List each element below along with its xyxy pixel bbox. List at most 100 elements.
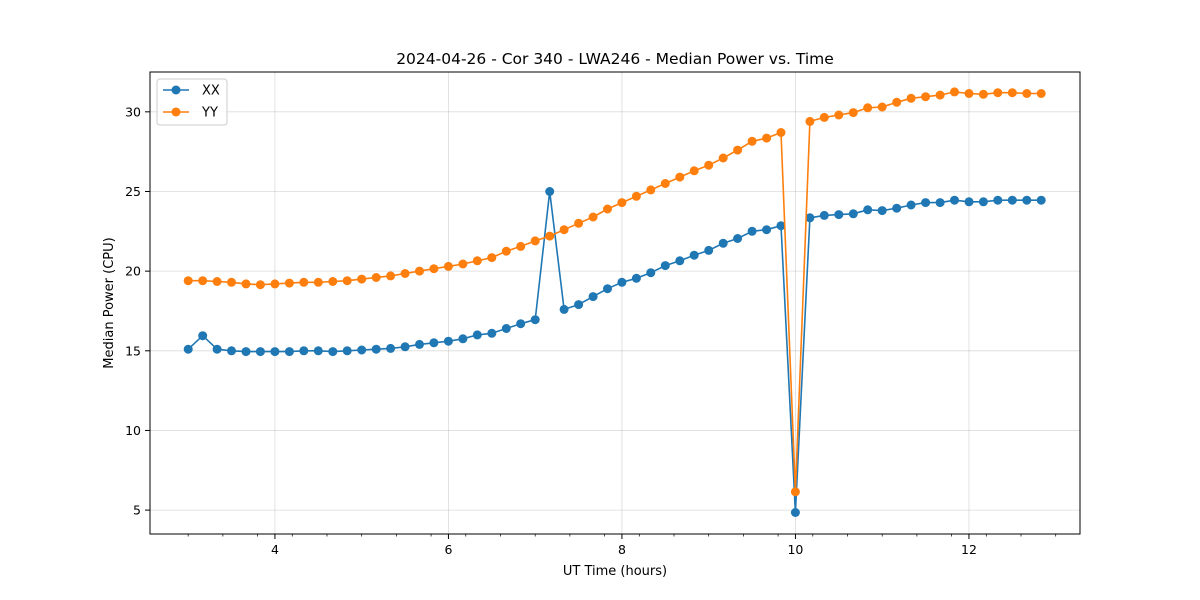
data-point-yy	[805, 116, 815, 126]
data-point-yy	[516, 241, 526, 251]
x-tick-label: 8	[618, 542, 626, 557]
data-point-xx	[487, 328, 497, 338]
data-point-yy	[631, 191, 641, 201]
x-axis-label: UT Time (hours)	[563, 564, 667, 579]
data-point-xx	[588, 292, 598, 302]
plot-frame	[149, 71, 1081, 535]
data-point-yy	[863, 103, 873, 113]
data-point-yy	[848, 108, 858, 118]
data-point-yy	[993, 88, 1003, 98]
legend-item-yy: YY	[163, 106, 218, 121]
y-tick-label: 25	[125, 184, 141, 199]
data-point-xx	[718, 238, 728, 248]
x-tick-label: 6	[444, 542, 452, 557]
data-point-xx	[964, 197, 974, 207]
data-point-xx	[501, 324, 511, 333]
data-point-yy	[935, 90, 945, 100]
data-point-xx	[762, 225, 772, 235]
y-axis-label: Median Power (CPU)	[102, 237, 117, 368]
data-point-xx	[415, 339, 424, 349]
data-point-xx	[1022, 195, 1032, 205]
data-point-xx	[819, 210, 829, 220]
data-point-xx	[357, 345, 367, 355]
data-point-xx	[805, 213, 815, 223]
data-point-xx	[458, 334, 468, 344]
data-point-xx	[443, 336, 453, 346]
y-tick-label: 20	[125, 264, 141, 279]
data-point-yy	[429, 264, 439, 274]
series-xx	[183, 187, 1046, 517]
series-yy	[183, 87, 1046, 497]
data-point-yy	[371, 273, 381, 282]
data-point-yy	[183, 276, 193, 286]
data-point-xx	[212, 344, 222, 354]
data-point-yy	[545, 231, 555, 241]
data-point-yy	[530, 236, 540, 246]
data-point-yy	[718, 153, 728, 163]
data-point-xx	[848, 209, 858, 219]
data-point-yy	[443, 261, 453, 271]
legend-marker	[171, 107, 181, 117]
data-point-yy	[487, 253, 497, 263]
data-point-yy	[776, 128, 786, 137]
data-point-xx	[906, 200, 916, 210]
legend-label: XX	[202, 84, 220, 99]
data-point-yy	[762, 133, 772, 143]
data-point-yy	[921, 92, 931, 102]
data-point-xx	[241, 347, 251, 357]
data-point-xx	[299, 346, 309, 356]
data-point-xx	[993, 195, 1003, 205]
data-point-xx	[863, 205, 873, 215]
data-point-xx	[1007, 195, 1017, 205]
data-point-yy	[877, 102, 887, 112]
data-point-yy	[588, 212, 598, 222]
y-tick-label: 15	[125, 343, 141, 358]
data-point-yy	[472, 256, 482, 266]
y-tick-label: 5	[133, 503, 141, 518]
data-point-yy	[386, 271, 396, 281]
data-point-yy	[978, 89, 988, 99]
data-point-yy	[892, 97, 902, 107]
data-point-xx	[342, 346, 352, 356]
data-point-yy	[328, 277, 338, 286]
data-point-yy	[342, 276, 352, 286]
data-point-yy	[675, 172, 685, 182]
legend-label: YY	[201, 106, 218, 121]
data-point-xx	[776, 221, 786, 231]
data-point-yy	[255, 280, 265, 290]
data-point-xx	[574, 300, 584, 310]
data-point-xx	[183, 344, 193, 354]
data-point-yy	[270, 279, 280, 289]
data-point-xx	[472, 330, 482, 340]
data-point-yy	[284, 278, 294, 288]
data-point-xx	[1036, 195, 1046, 205]
data-point-yy	[400, 269, 410, 278]
data-point-xx	[400, 342, 410, 352]
data-point-yy	[1007, 88, 1017, 98]
data-point-xx	[559, 304, 569, 314]
data-point-yy	[747, 136, 757, 146]
y-tick-label: 30	[125, 104, 141, 119]
data-point-xx	[646, 268, 656, 278]
data-point-yy	[212, 277, 222, 286]
data-point-xx	[675, 256, 685, 266]
legend: XX YY	[156, 78, 228, 126]
data-point-xx	[921, 198, 931, 208]
data-point-xx	[530, 315, 540, 325]
data-point-xx	[660, 261, 670, 271]
data-point-xx	[284, 347, 294, 357]
data-point-xx	[877, 206, 887, 216]
data-point-yy	[198, 276, 208, 286]
data-point-yy	[299, 277, 309, 287]
series-layer	[183, 87, 1046, 517]
data-point-yy	[458, 259, 468, 269]
data-point-xx	[892, 203, 902, 213]
data-point-yy	[357, 274, 367, 284]
data-point-yy	[501, 246, 511, 256]
data-point-yy	[415, 266, 424, 276]
x-tick-label: 12	[961, 542, 977, 557]
data-point-yy	[906, 93, 916, 103]
data-point-xx	[950, 195, 959, 205]
data-point-xx	[978, 197, 988, 207]
data-point-xx	[386, 343, 396, 353]
